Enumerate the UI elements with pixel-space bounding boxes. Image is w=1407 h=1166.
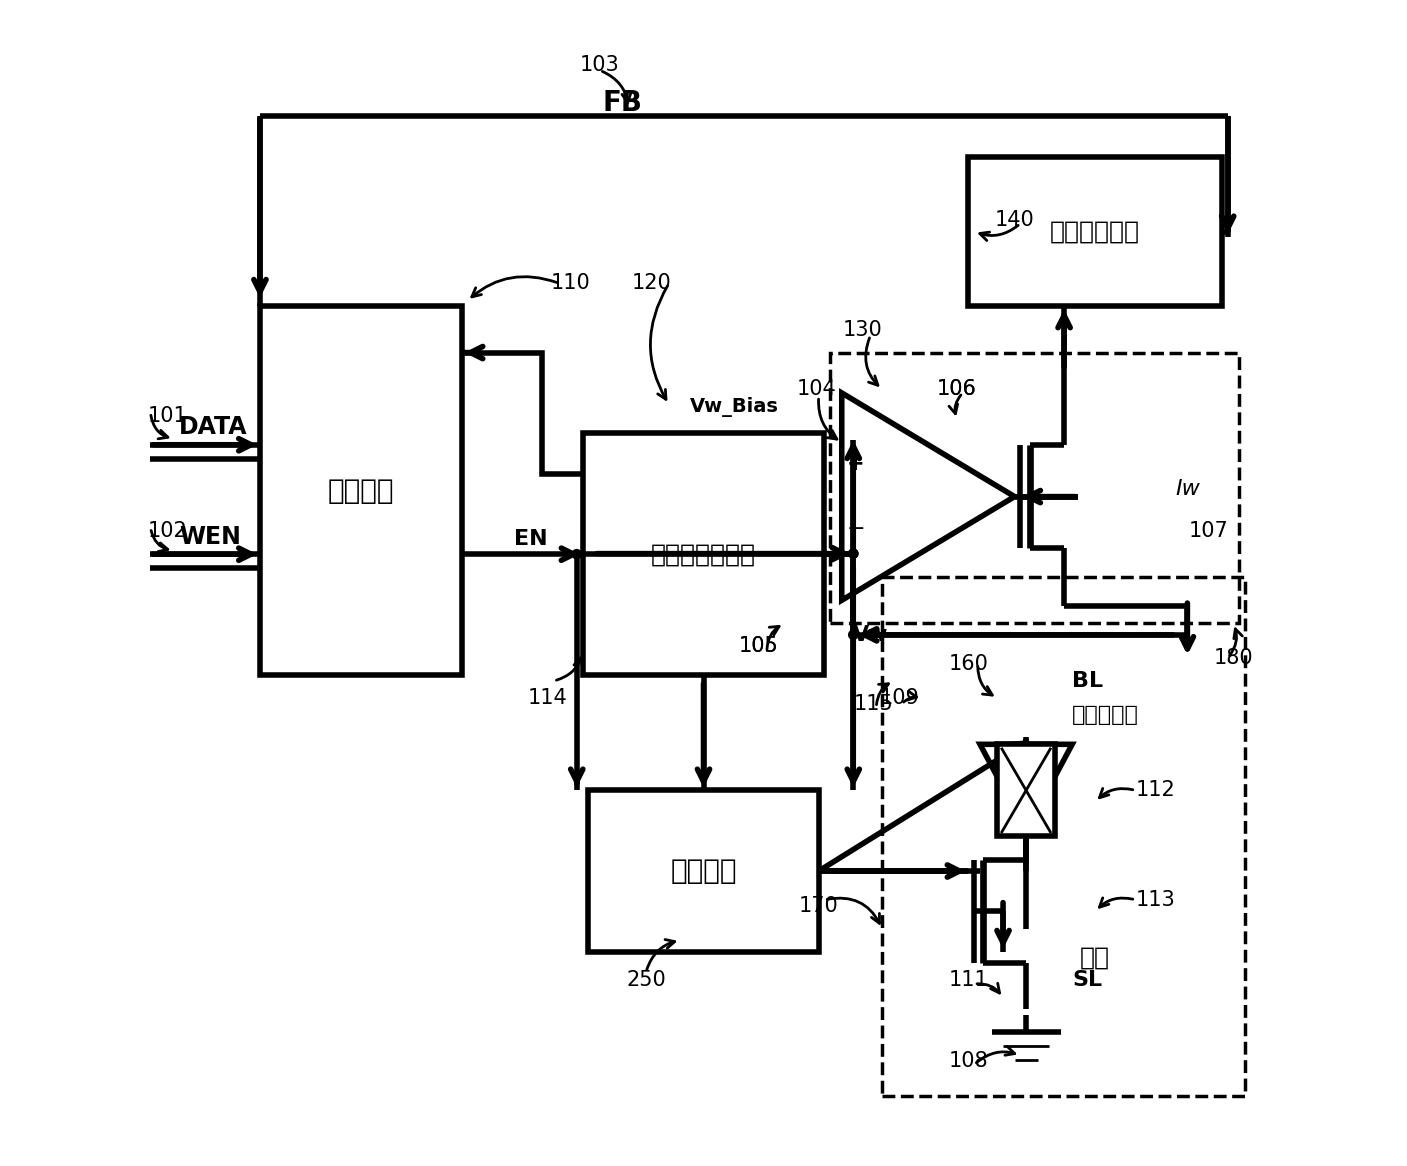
Text: −: − [846,519,865,539]
Bar [882,577,1245,1096]
Circle shape [848,631,858,639]
Text: 107: 107 [1189,521,1228,541]
Circle shape [848,549,858,559]
Text: DATA: DATA [179,415,248,440]
Text: 104: 104 [796,379,836,400]
Text: 105: 105 [739,637,778,656]
Text: 编程开关: 编程开关 [670,857,737,885]
Text: 101: 101 [148,406,189,426]
Text: 180: 180 [1214,648,1254,668]
Circle shape [848,549,858,559]
Text: 170: 170 [799,895,839,915]
Circle shape [573,549,581,559]
Text: 120: 120 [632,274,671,294]
Text: 250: 250 [626,970,666,990]
Text: Vw: Vw [853,625,889,645]
Text: 140: 140 [995,210,1034,230]
Text: 控制电路: 控制电路 [328,477,394,505]
Text: 108: 108 [948,1051,988,1072]
Bar [968,156,1221,307]
Text: 130: 130 [843,319,882,339]
Text: Iw: Iw [1175,478,1200,499]
Text: Vw_Bias: Vw_Bias [689,396,778,416]
Text: 115: 115 [854,694,893,714]
Bar [588,791,819,951]
Text: 写电压产生电路: 写电压产生电路 [651,542,756,567]
Text: 102: 102 [148,521,189,541]
Text: 阵列: 阵列 [1081,946,1110,969]
Bar [582,434,825,675]
Text: 112: 112 [1135,780,1175,800]
Text: BL: BL [1072,670,1103,691]
Bar [260,307,461,675]
Text: 105: 105 [739,637,778,656]
Bar [998,744,1055,836]
Text: EN: EN [515,529,547,549]
Text: 113: 113 [1135,890,1175,909]
Text: 111: 111 [948,970,988,990]
Text: 电流检测电路: 电流检测电路 [1050,219,1140,244]
Text: FB: FB [602,89,643,117]
Bar [830,352,1240,624]
Text: 114: 114 [528,688,568,708]
Text: SL: SL [1072,970,1102,990]
Text: 106: 106 [937,379,976,400]
Text: 160: 160 [948,654,989,674]
Text: 106: 106 [937,379,976,400]
Text: 110: 110 [552,274,591,294]
Text: 103: 103 [580,55,619,75]
Text: 列选通电路: 列选通电路 [1072,705,1140,725]
Text: +: + [847,455,864,475]
Text: WEN: WEN [179,525,241,549]
Polygon shape [981,744,1072,830]
Text: 109: 109 [879,688,919,708]
